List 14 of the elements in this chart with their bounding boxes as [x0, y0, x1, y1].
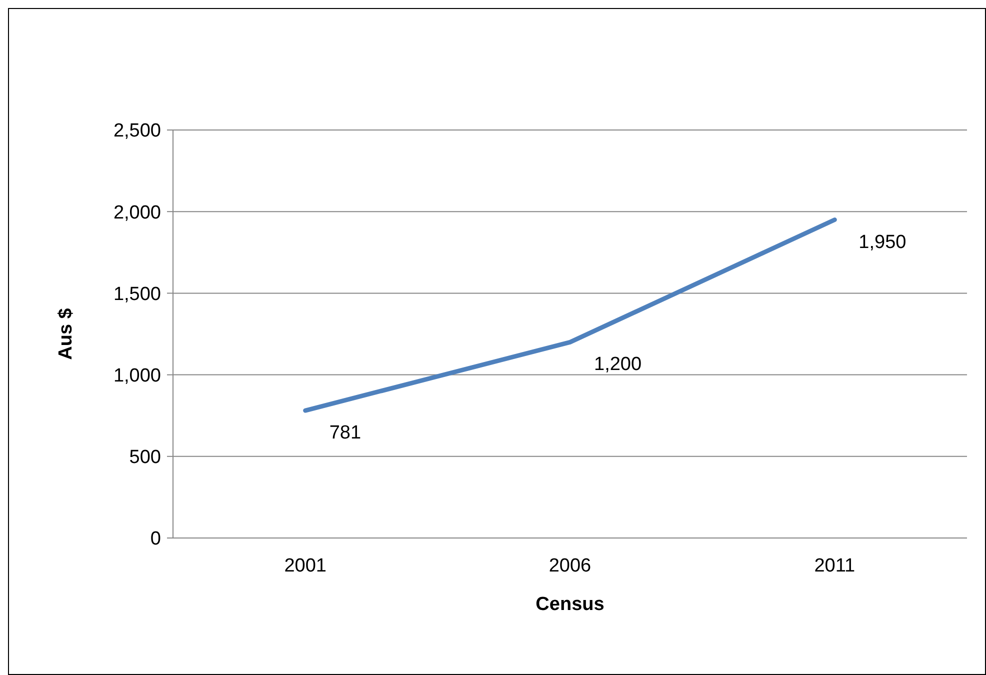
y-tick-label: 1,000: [113, 366, 161, 387]
y-tick-label: 0: [150, 528, 161, 550]
x-axis-title: Census: [536, 594, 604, 615]
y-tick-label: 1,500: [113, 284, 161, 305]
data-label: 1,950: [858, 232, 906, 253]
y-tick-label: 500: [129, 447, 161, 468]
y-tick-label: 2,000: [113, 202, 161, 224]
x-tick-label: 2001: [284, 555, 326, 576]
data-label: 1,200: [594, 354, 642, 376]
y-axis-title: Aus $: [56, 308, 77, 360]
x-tick-label: 2006: [548, 555, 592, 576]
data-label: 781: [329, 422, 362, 444]
x-tick-label: 2011: [814, 555, 856, 576]
y-tick-label: 2,500: [113, 120, 161, 142]
